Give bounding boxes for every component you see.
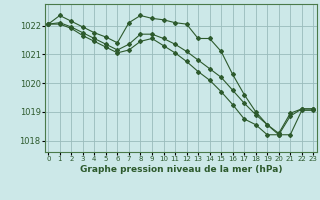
X-axis label: Graphe pression niveau de la mer (hPa): Graphe pression niveau de la mer (hPa) [80,165,282,174]
